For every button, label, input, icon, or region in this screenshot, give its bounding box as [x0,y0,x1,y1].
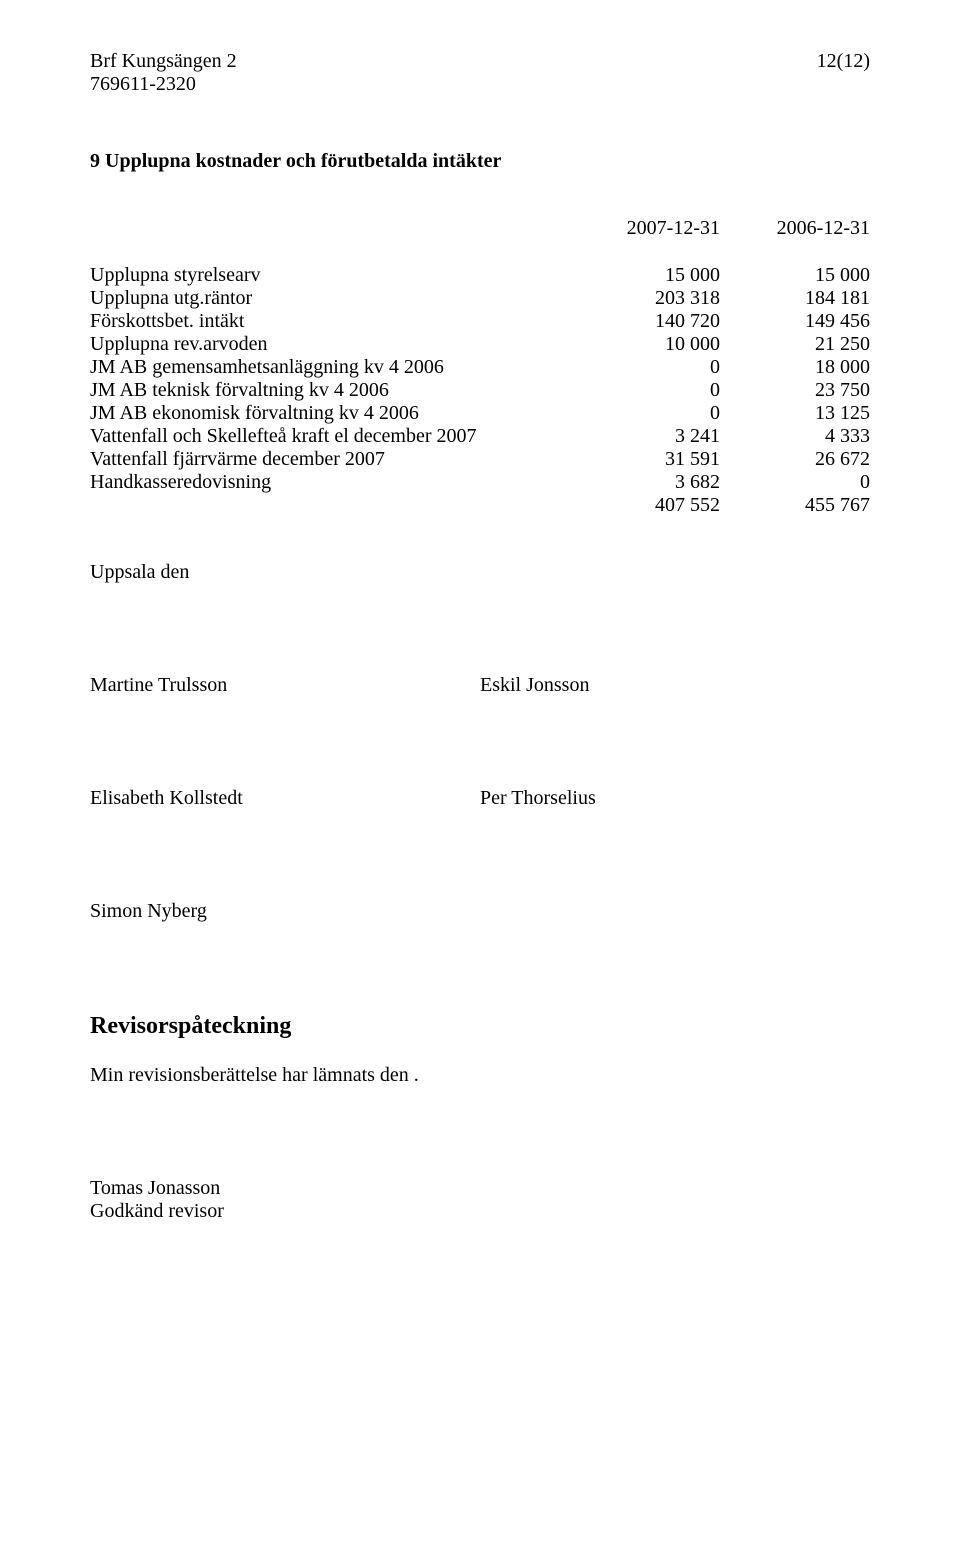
auditor-title: Godkänd revisor [90,1200,870,1223]
column-date-1: 2007-12-31 [570,217,720,240]
row-value-1: 0 [570,379,720,402]
row-value-2: 13 125 [720,402,870,425]
row-value-2: 455 767 [720,494,870,517]
section-title: 9 Upplupna kostnader och förutbetalda in… [90,150,870,173]
signature-row: Elisabeth Kollstedt Per Thorselius [90,787,870,810]
row-value-2: 21 250 [720,333,870,356]
table-total-row: 407 552 455 767 [90,494,870,517]
row-label: Upplupna rev.arvoden [90,333,570,356]
row-value-2: 184 181 [720,287,870,310]
table-row: JM AB ekonomisk förvaltning kv 4 2006 0 … [90,402,870,425]
signature-name: Elisabeth Kollstedt [90,787,480,810]
row-value-1: 0 [570,402,720,425]
org-name: Brf Kungsängen 2 [90,50,237,73]
auditor-heading: Revisorspåteckning [90,1013,870,1040]
signature-name: Per Thorselius [480,787,870,810]
row-value-1: 140 720 [570,310,720,333]
row-value-1: 3 241 [570,425,720,448]
row-value-1: 31 591 [570,448,720,471]
auditor-statement: Min revisionsberättelse har lämnats den … [90,1064,870,1087]
org-number: 769611-2320 [90,73,237,96]
signature-name: Martine Trulsson [90,674,480,697]
accrued-costs-table: Upplupna styrelsearv 15 000 15 000 Upplu… [90,264,870,517]
row-value-1: 203 318 [570,287,720,310]
row-label: JM AB ekonomisk förvaltning kv 4 2006 [90,402,570,425]
row-label: JM AB gemensamhetsanläggning kv 4 2006 [90,356,570,379]
page-header: Brf Kungsängen 2 769611-2320 12(12) [90,50,870,96]
table-row: Vattenfall fjärrvärme december 2007 31 5… [90,448,870,471]
row-value-2: 23 750 [720,379,870,402]
signature-name: Simon Nyberg [90,900,870,923]
row-label: Förskottsbet. intäkt [90,310,570,333]
row-value-2: 18 000 [720,356,870,379]
date-header-row: 2007-12-31 2006-12-31 [90,217,870,240]
row-label [90,494,570,517]
row-value-2: 0 [720,471,870,494]
row-label: Upplupna utg.räntor [90,287,570,310]
row-value-2: 149 456 [720,310,870,333]
row-label: Handkasseredovisning [90,471,570,494]
row-label: JM AB teknisk förvaltning kv 4 2006 [90,379,570,402]
table-row: Upplupna utg.räntor 203 318 184 181 [90,287,870,310]
row-value-2: 4 333 [720,425,870,448]
row-value-1: 407 552 [570,494,720,517]
page-number: 12(12) [817,50,870,96]
signature-row: Martine Trulsson Eskil Jonsson [90,674,870,697]
table-row: JM AB gemensamhetsanläggning kv 4 2006 0… [90,356,870,379]
signature-place-date: Uppsala den [90,561,870,584]
row-label: Vattenfall fjärrvärme december 2007 [90,448,570,471]
table-row: JM AB teknisk förvaltning kv 4 2006 0 23… [90,379,870,402]
table-row: Upplupna rev.arvoden 10 000 21 250 [90,333,870,356]
row-label: Upplupna styrelsearv [90,264,570,287]
header-left: Brf Kungsängen 2 769611-2320 [90,50,237,96]
row-value-2: 15 000 [720,264,870,287]
row-value-1: 10 000 [570,333,720,356]
column-date-2: 2006-12-31 [720,217,870,240]
row-value-2: 26 672 [720,448,870,471]
auditor-name: Tomas Jonasson [90,1177,870,1200]
table-row: Upplupna styrelsearv 15 000 15 000 [90,264,870,287]
row-value-1: 3 682 [570,471,720,494]
table-row: Vattenfall och Skellefteå kraft el decem… [90,425,870,448]
auditor-signature-block: Tomas Jonasson Godkänd revisor [90,1177,870,1223]
row-label: Vattenfall och Skellefteå kraft el decem… [90,425,570,448]
row-value-1: 0 [570,356,720,379]
table-row: Handkasseredovisning 3 682 0 [90,471,870,494]
page: Brf Kungsängen 2 769611-2320 12(12) 9 Up… [0,0,960,1551]
table-row: Förskottsbet. intäkt 140 720 149 456 [90,310,870,333]
signature-name: Eskil Jonsson [480,674,870,697]
row-value-1: 15 000 [570,264,720,287]
